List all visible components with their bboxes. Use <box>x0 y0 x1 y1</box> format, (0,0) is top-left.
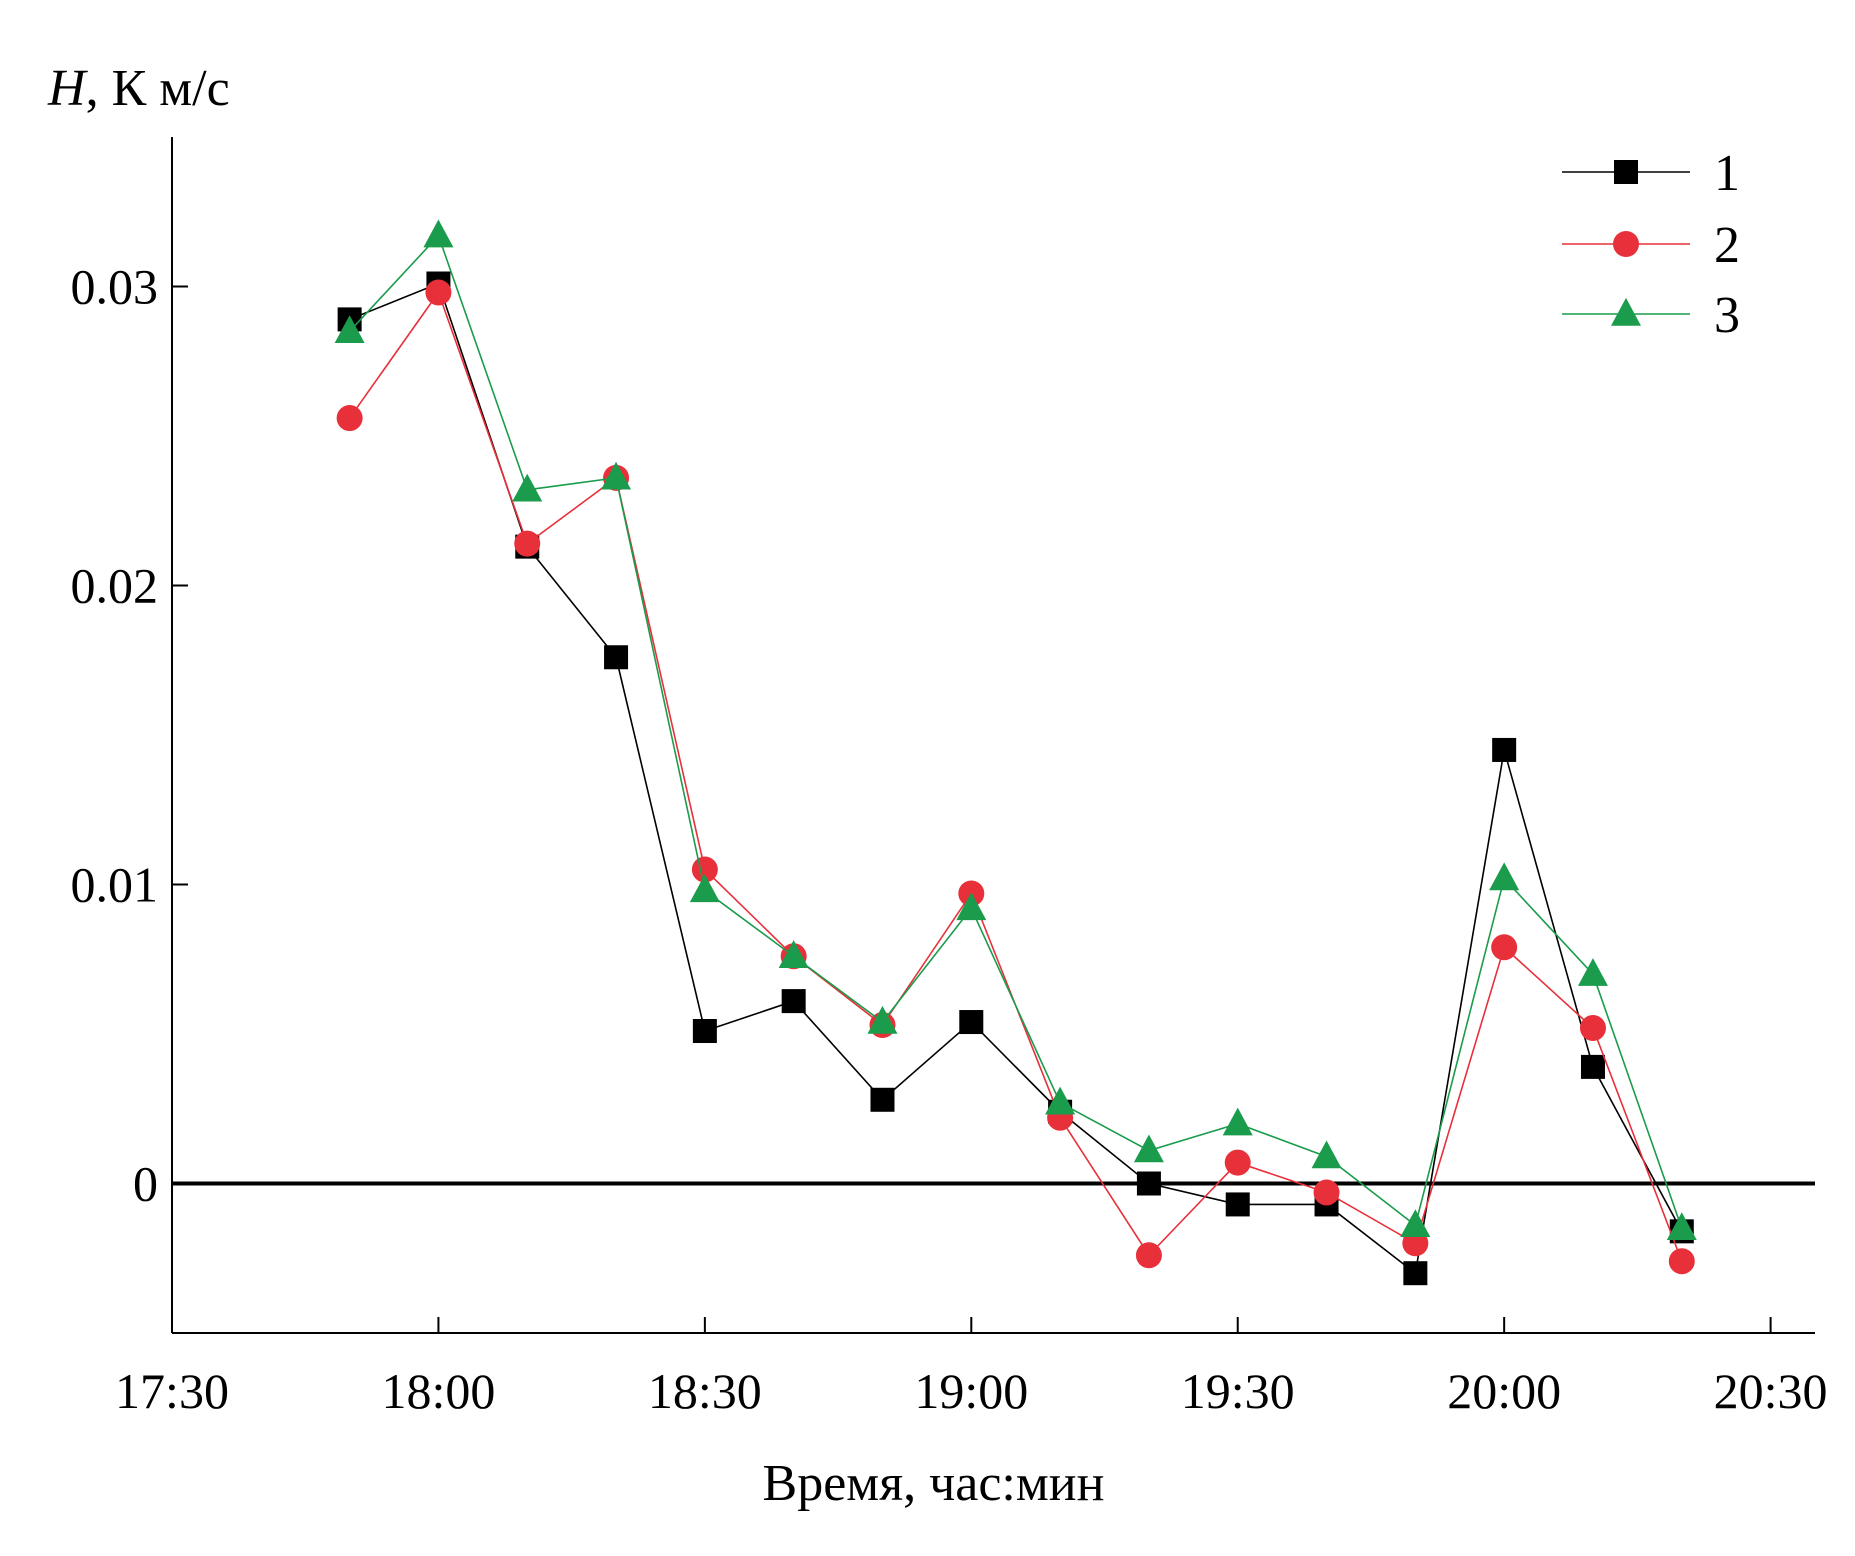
series-1-point <box>1225 1192 1250 1217</box>
series-3-point <box>1222 1107 1253 1136</box>
legend-item-3: 3 <box>1562 287 1740 344</box>
series-1-point <box>870 1087 895 1112</box>
series-1-point <box>1403 1261 1428 1286</box>
series-3-point <box>601 461 632 490</box>
series-2-point <box>1135 1242 1162 1269</box>
series-3-point <box>956 892 987 921</box>
series-3-point <box>1666 1212 1697 1241</box>
series-2-point <box>1668 1248 1695 1275</box>
legend-item-2: 2 <box>1562 217 1740 274</box>
series-3-point <box>423 219 454 248</box>
series-3-point <box>334 315 365 344</box>
legend-label: 2 <box>1714 217 1740 274</box>
legend-marker <box>1613 231 1639 257</box>
y-tick-label: 0.03 <box>71 259 159 315</box>
series-2-point <box>514 530 541 557</box>
y-axis-symbol: H <box>47 60 88 117</box>
series-3-point <box>867 1005 898 1034</box>
series-3-point <box>689 874 720 903</box>
series-2-point <box>1579 1015 1606 1042</box>
series-3-point <box>778 940 809 968</box>
legend-item-1: 1 <box>1562 145 1740 202</box>
legend-label: 3 <box>1714 287 1740 344</box>
series-2-point <box>1224 1149 1251 1176</box>
series-2-point <box>336 405 363 432</box>
legend-label: 1 <box>1714 145 1740 202</box>
series-1-point <box>604 645 629 670</box>
legend-marker <box>1611 297 1641 326</box>
legend: 1 2 3 <box>1562 145 1740 344</box>
series-1 <box>337 271 1694 1286</box>
x-axis-title: Время, час:мин <box>763 1455 1105 1512</box>
series-layer <box>334 219 1697 1286</box>
x-tick-label: 19:30 <box>1181 1363 1295 1419</box>
series-3-point <box>1489 862 1520 891</box>
series-1-point <box>1580 1054 1605 1079</box>
series-3-line <box>349 234 1683 1229</box>
x-tick-label: 18:00 <box>381 1363 495 1419</box>
series-2 <box>336 279 1695 1275</box>
series-1-point <box>1136 1171 1161 1196</box>
series-2-point <box>1491 934 1518 961</box>
axes: 0 0.01 0.02 0.03 17:30 18:00 18:30 19:00 19:30 20… <box>47 60 1828 1512</box>
y-axis-title: H, К м/с <box>47 60 230 117</box>
legend-marker <box>1614 160 1638 184</box>
y-axis-unit: , К м/с <box>86 60 230 117</box>
series-2-point <box>425 279 452 306</box>
series-3-point <box>1045 1086 1076 1115</box>
series-3-point <box>1577 958 1608 986</box>
series-3-point <box>512 473 543 502</box>
series-3 <box>334 219 1697 1241</box>
series-2-point <box>1313 1179 1340 1206</box>
series-1-point <box>781 989 806 1014</box>
series-3-point <box>1400 1209 1431 1238</box>
series-2-line <box>348 290 1683 1262</box>
series-3-point <box>1133 1134 1164 1163</box>
x-tick-label: 17:30 <box>115 1363 229 1419</box>
x-tick-label: 19:00 <box>914 1363 1028 1419</box>
y-tick-label: 0.02 <box>71 558 159 614</box>
x-tick-label: 18:30 <box>648 1363 762 1419</box>
series-1-point <box>692 1019 717 1044</box>
series-1-point <box>959 1010 984 1035</box>
series-1-line <box>349 282 1683 1275</box>
y-tick-label: 0.01 <box>71 857 159 913</box>
x-tick-label: 20:00 <box>1447 1363 1561 1419</box>
series-3-point <box>1311 1140 1342 1169</box>
x-tick-label: 20:30 <box>1714 1363 1828 1419</box>
series-1-point <box>1492 737 1517 762</box>
y-tick-label: 0 <box>133 1156 158 1212</box>
